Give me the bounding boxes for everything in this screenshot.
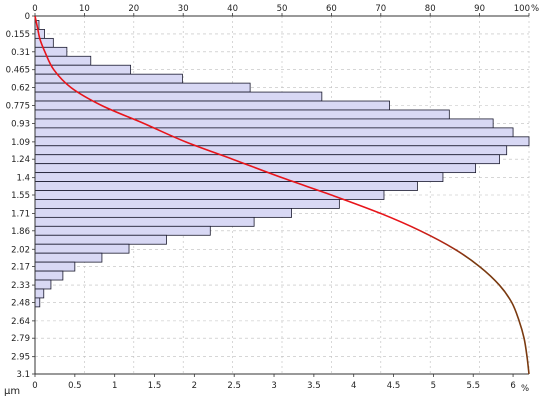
x-top-tick-label: 100 — [514, 4, 530, 14]
histogram-bar — [34, 136, 530, 147]
histogram-bar — [34, 297, 41, 308]
histogram-bar — [34, 109, 450, 120]
y-tick-label: 0.62 — [11, 84, 30, 94]
histogram-bar — [34, 73, 183, 84]
x-bottom-tick-label: 5.5 — [466, 381, 480, 391]
x-bottom-tick-label: 2 — [192, 381, 197, 391]
y-tick-label: 2.79 — [11, 334, 30, 344]
cumulative-curve-line — [34, 15, 530, 375]
histogram-bar — [34, 270, 64, 281]
histogram-bar — [34, 100, 390, 111]
tick-labels: 0 0.155 0.31 0.465 0.62 0.775 0.93 1.09 1.24 1.4 1… — [6, 4, 530, 391]
histogram-bar — [34, 127, 514, 138]
y-tick-label: 2.64 — [11, 317, 30, 327]
x-bottom-tick-label: 4.5 — [387, 381, 401, 391]
histogram-bar — [34, 181, 418, 191]
y-tick-label: 2.48 — [11, 298, 30, 308]
histogram-bar — [34, 288, 45, 299]
x-bottom-tick-label: 6 — [510, 381, 515, 391]
histogram-bar — [34, 172, 444, 182]
y-tick-label: 0.31 — [11, 48, 30, 58]
x-top-tick-label: 30 — [178, 4, 189, 14]
x-top-tick-label: 70 — [375, 4, 386, 14]
y-tick-label: 0.775 — [6, 102, 30, 112]
histogram-bar — [34, 91, 323, 102]
y-tick-label: 2.02 — [11, 245, 30, 255]
y-tick-label: 2.33 — [11, 281, 30, 291]
y-tick-label: 0.93 — [11, 119, 30, 129]
x-top-tick-label: 40 — [227, 4, 238, 14]
histogram-bar — [34, 154, 500, 165]
y-tick-label: 0 — [25, 12, 30, 22]
x-top-tick-label: 80 — [425, 4, 436, 14]
x-bottom-tick-label: 3 — [271, 381, 276, 391]
y-tick-label: 1.09 — [11, 138, 30, 148]
histogram-bar — [34, 279, 52, 290]
histogram-bar — [34, 234, 167, 245]
histogram-bar — [34, 64, 132, 75]
x-top-tick-label: 50 — [277, 4, 288, 14]
histogram-bars — [34, 20, 530, 308]
histogram-bar — [34, 55, 92, 66]
x-top-tick-label: 90 — [474, 4, 485, 14]
x-top-tick-label: 20 — [128, 4, 139, 14]
y-tick-label: 2.95 — [11, 353, 30, 363]
histogram-bar — [34, 243, 130, 254]
x-bottom-tick-label: 1.5 — [148, 381, 162, 391]
y-axis-unit-label: μm — [4, 386, 20, 397]
x-top-tick-label: 0 — [32, 4, 37, 14]
histogram-bar — [34, 37, 54, 48]
cumulative-curve — [34, 15, 530, 375]
histogram-bar — [34, 208, 292, 218]
x-bottom-tick-label: 4 — [351, 381, 356, 391]
x-bottom-tick-label: 1 — [112, 381, 117, 391]
histogram-bar — [34, 118, 494, 129]
x-bottom-tick-label: 5 — [431, 381, 436, 391]
histogram-bar — [34, 252, 103, 263]
x-top-unit-label: % — [531, 4, 539, 14]
histogram-bar — [34, 199, 340, 209]
y-tick-label: 1.24 — [11, 155, 30, 165]
histogram-bar — [34, 261, 76, 272]
x-bottom-tick-label: 2.5 — [227, 381, 241, 391]
y-tick-label: 3.1 — [16, 370, 30, 380]
x-bottom-tick-label: 3.5 — [307, 381, 321, 391]
y-tick-label: 0.155 — [6, 30, 30, 40]
x-top-tick-label: 10 — [79, 4, 90, 14]
x-bottom-tick-label: 0.5 — [68, 381, 82, 391]
y-tick-label: 1.4 — [16, 174, 30, 184]
x-bottom-tick-label: 0 — [32, 381, 37, 391]
x-bottom-unit-label: % — [521, 384, 529, 394]
y-tick-label: 1.71 — [11, 209, 30, 219]
y-tick-label: 1.55 — [11, 191, 30, 201]
x-top-tick-label: 60 — [326, 4, 337, 14]
histogram-bar — [34, 225, 211, 236]
y-tick-label: 2.17 — [11, 263, 30, 273]
histogram-bar — [34, 46, 68, 57]
y-tick-label: 1.86 — [11, 227, 30, 237]
histogram-bar — [34, 216, 255, 227]
histogram-bar — [34, 145, 508, 156]
y-tick-label: 0.465 — [6, 66, 30, 76]
